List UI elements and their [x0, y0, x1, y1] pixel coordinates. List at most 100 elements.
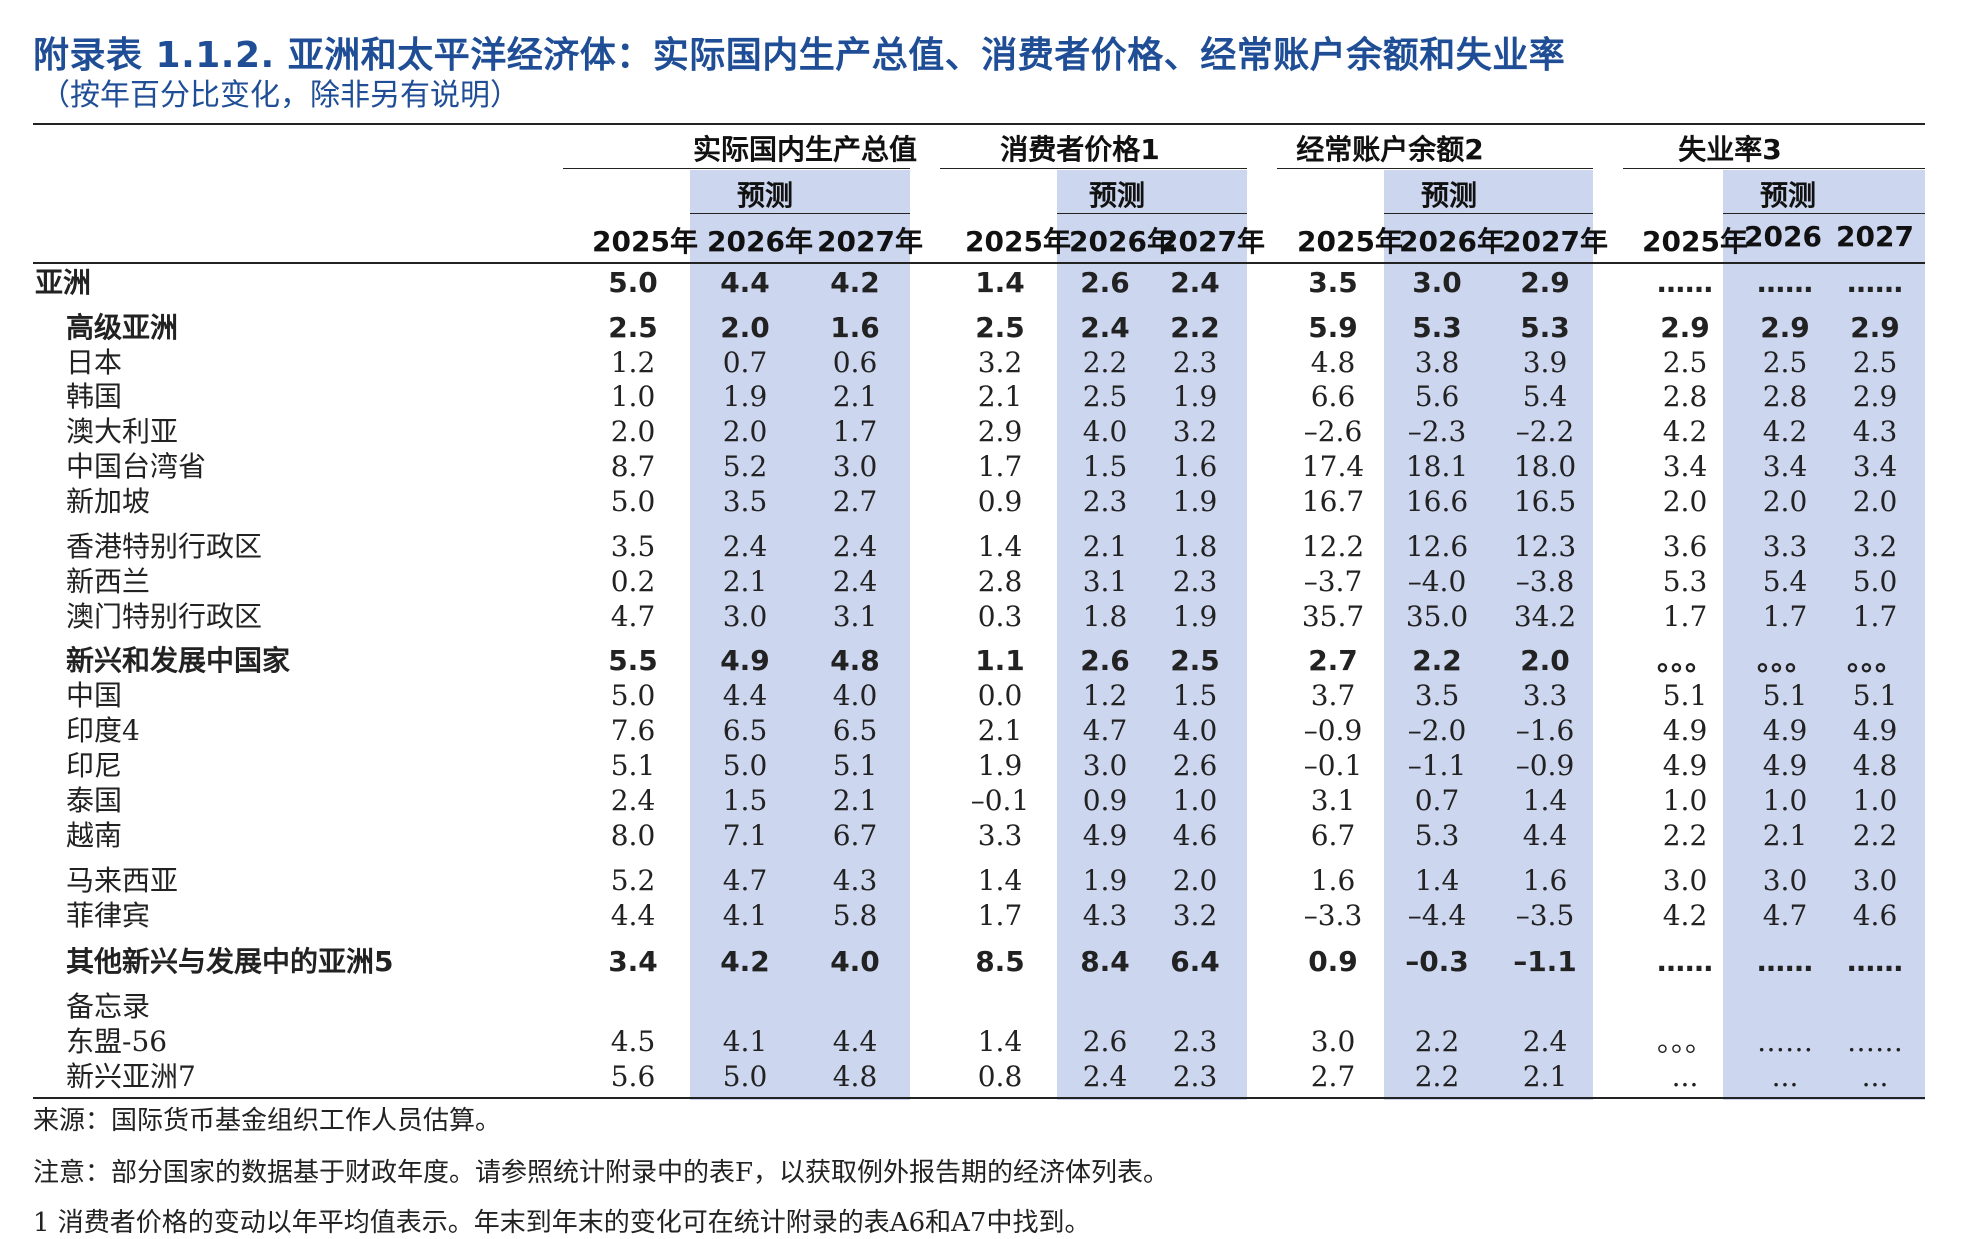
- table-cell: 。。。: [1756, 644, 1813, 677]
- table-row: 新加坡 5.0 3.5 2.7 0.9 2.3 1.9 16.7 16.6 16.5 2.0 2.0 2…: [0, 485, 1973, 519]
- table-cell: 2.3: [1172, 565, 1218, 598]
- table-cell: 0.7: [1414, 784, 1460, 817]
- table-cell: 1.9: [722, 380, 768, 413]
- table-cell: –0.1: [1303, 749, 1363, 782]
- table-cell: 4.9: [1762, 714, 1808, 747]
- table-cell: 2.5: [975, 311, 1025, 344]
- table-cell: 4.5: [610, 1025, 656, 1058]
- table-cell: 1.6: [1310, 864, 1356, 897]
- table-cell: 1.7: [977, 899, 1023, 932]
- table-cell: 4.0: [1082, 415, 1128, 448]
- table-cell: –0.9: [1515, 749, 1575, 782]
- table-cell: 1.0: [610, 380, 656, 413]
- table-cell: 4.2: [1762, 415, 1808, 448]
- table-cell: 3.3: [1522, 679, 1568, 712]
- table-cell: 1.4: [977, 1025, 1023, 1058]
- table-cell: 3.8: [1414, 346, 1460, 379]
- table-cell: 4.3: [1082, 899, 1128, 932]
- page-title: 附录表 1.1.2. 亚洲和太平洋经济体：实际国内生产总值、消费者价格、经常账户…: [33, 35, 1566, 76]
- table-row: 印度4 7.6 6.5 6.5 2.1 4.7 4.0 –0.9 –2.0 –1.6 4.9 4.9 4…: [0, 714, 1973, 748]
- header-bottom-rule: [33, 262, 1925, 264]
- table-cell: 0.2: [610, 565, 656, 598]
- table-cell: 2.3: [1172, 1060, 1218, 1093]
- table-cell: 1.0: [1762, 784, 1808, 817]
- table-cell: 2.5: [1170, 644, 1220, 677]
- table-cell: 2.4: [1080, 311, 1130, 344]
- table-cell: 3.1: [1310, 784, 1356, 817]
- table-row: 新西兰 0.2 2.1 2.4 2.8 3.1 2.3 –3.7 –4.0 –3.8 5.3 5.4 5…: [0, 565, 1973, 599]
- table-cell: 1.6: [1172, 450, 1218, 483]
- table-cell: 0.8: [977, 1060, 1023, 1093]
- table-cell: 1.2: [1082, 679, 1128, 712]
- table-cell: –1.1: [1407, 749, 1467, 782]
- table-cell: 3.6: [1662, 530, 1708, 563]
- page-subtitle: （按年百分比变化，除非另有说明）: [40, 78, 520, 113]
- table-cell: 1.5: [1082, 450, 1128, 483]
- row-label: 泰国: [66, 784, 123, 817]
- forecast-label-ca: 预测: [1420, 179, 1477, 212]
- table-cell: 2.1: [977, 380, 1023, 413]
- table-cell: 1.9: [1172, 380, 1218, 413]
- table-cell: –0.1: [970, 784, 1030, 817]
- forecast-label-unemp: 预测: [1759, 179, 1816, 212]
- row-label: 其他新兴与发展中的亚洲5: [66, 945, 394, 978]
- table-cell: 0.7: [722, 346, 768, 379]
- table-cell: –3.7: [1303, 565, 1363, 598]
- table-cell: 2.5: [1762, 346, 1808, 379]
- table-cell: 3.5: [722, 485, 768, 518]
- table-cell: –2.2: [1515, 415, 1575, 448]
- table-cell: 5.1: [1852, 679, 1898, 712]
- table-cell: 3.4: [1852, 450, 1898, 483]
- year-header: 2027: [1836, 220, 1914, 253]
- table-cell: 1.9: [1172, 485, 1218, 518]
- forecast-rule-cpi: [1057, 213, 1247, 214]
- table-cell: 2.6: [1080, 644, 1130, 677]
- table-row: 韩国 1.0 1.9 2.1 2.1 2.5 1.9 6.6 5.6 5.4 2.8 2.8 2.9: [0, 380, 1973, 414]
- table-cell: 2.3: [1172, 346, 1218, 379]
- table-cell: 12.6: [1405, 530, 1469, 563]
- table-cell: 1.9: [1172, 600, 1218, 633]
- row-label: 日本: [66, 346, 123, 379]
- table-cell: 1.5: [722, 784, 768, 817]
- row-label: 新西兰: [66, 565, 151, 598]
- table-cell: 1.6: [830, 311, 880, 344]
- forecast-band-cpi: [1057, 170, 1247, 1100]
- table-cell: –4.4: [1407, 899, 1467, 932]
- table-row: 印尼 5.1 5.0 5.1 1.9 3.0 2.6 –0.1 –1.1 –0.9 4.9 4.9 4.…: [0, 749, 1973, 783]
- table-row: 中国台湾省 8.7 5.2 3.0 1.7 1.5 1.6 17.4 18.1 18.0 3.4 3.…: [0, 450, 1973, 484]
- table-cell: 18.1: [1405, 450, 1469, 483]
- table-cell: ……: [1847, 266, 1903, 299]
- table-cell: 3.1: [832, 600, 878, 633]
- group-header-gdp: 实际国内生产总值: [692, 133, 917, 166]
- table-cell: 1.4: [1414, 864, 1460, 897]
- group-header-cpi: 消费者价格1: [1000, 133, 1160, 166]
- year-header: 2027年: [817, 225, 923, 258]
- table-cell: ……: [1847, 1025, 1903, 1058]
- table-cell: 1.1: [975, 644, 1025, 677]
- row-label: 澳门特别行政区: [66, 600, 263, 633]
- table-cell: 2.2: [1662, 819, 1708, 852]
- row-label: 越南: [66, 819, 123, 852]
- table-cell: 8.7: [610, 450, 656, 483]
- table-cell: 1.0: [1852, 784, 1898, 817]
- table-cell: 4.7: [1762, 899, 1808, 932]
- row-label: 备忘录: [66, 990, 151, 1023]
- table-cell: 2.1: [1082, 530, 1128, 563]
- table-cell: 5.3: [1412, 311, 1462, 344]
- source-note: 来源：国际货币基金组织工作人员估算。: [33, 1106, 502, 1136]
- row-label: 新兴和发展中国家: [66, 644, 291, 677]
- table-cell: 4.4: [832, 1025, 878, 1058]
- table-cell: 35.0: [1405, 600, 1469, 633]
- table-cell: ……: [1757, 945, 1813, 978]
- table-cell: 1.4: [975, 266, 1025, 299]
- table-cell: 3.3: [1762, 530, 1808, 563]
- table-cell: 2.4: [722, 530, 768, 563]
- table-cell: 4.2: [720, 945, 770, 978]
- table-cell: 2.7: [1308, 644, 1358, 677]
- table-cell: 16.5: [1513, 485, 1577, 518]
- table-cell: 4.7: [610, 600, 656, 633]
- table-cell: 5.0: [610, 485, 656, 518]
- table-cell: 2.9: [977, 415, 1023, 448]
- table-cell: 3.4: [608, 945, 658, 978]
- table-cell: 5.3: [1520, 311, 1570, 344]
